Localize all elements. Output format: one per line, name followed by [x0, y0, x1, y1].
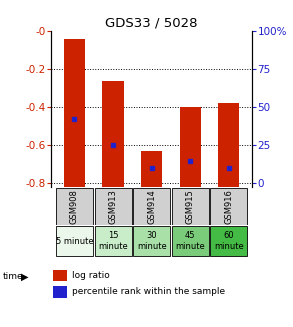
Text: 5 minute: 5 minute [56, 236, 93, 246]
Text: log ratio: log ratio [72, 271, 110, 280]
Bar [218, 103, 239, 187]
Bar [53, 286, 67, 298]
Text: 30
minute: 30 minute [137, 232, 166, 251]
Text: GSM916: GSM916 [224, 189, 233, 224]
FancyBboxPatch shape [56, 226, 93, 256]
FancyBboxPatch shape [172, 188, 209, 225]
Text: percentile rank within the sample: percentile rank within the sample [72, 287, 226, 296]
Bar [141, 151, 162, 187]
Text: GSM908: GSM908 [70, 189, 79, 224]
FancyBboxPatch shape [172, 226, 209, 256]
Text: 45
minute: 45 minute [175, 232, 205, 251]
FancyBboxPatch shape [133, 188, 170, 225]
Bar [53, 270, 67, 281]
FancyBboxPatch shape [95, 226, 132, 256]
Text: GSM915: GSM915 [186, 189, 195, 224]
FancyBboxPatch shape [95, 188, 132, 225]
Text: ▶: ▶ [21, 271, 29, 281]
FancyBboxPatch shape [133, 226, 170, 256]
FancyBboxPatch shape [56, 188, 93, 225]
FancyBboxPatch shape [210, 226, 247, 256]
Title: GDS33 / 5028: GDS33 / 5028 [105, 17, 198, 30]
Bar [180, 107, 201, 187]
Text: time: time [3, 272, 23, 281]
Text: 15
minute: 15 minute [98, 232, 128, 251]
Text: 60
minute: 60 minute [214, 232, 244, 251]
Bar [103, 80, 124, 187]
FancyBboxPatch shape [210, 188, 247, 225]
Text: GSM913: GSM913 [108, 189, 117, 224]
Bar [64, 39, 85, 187]
Text: GSM914: GSM914 [147, 189, 156, 224]
